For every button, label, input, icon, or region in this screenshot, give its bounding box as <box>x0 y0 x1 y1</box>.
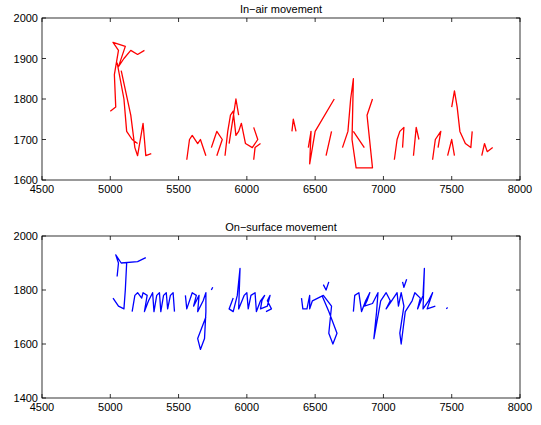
y-tick <box>42 58 520 59</box>
x-tick-label: 6000 <box>235 401 259 413</box>
y-tick <box>42 236 520 237</box>
x-tick <box>315 236 316 398</box>
x-tick-label: 5500 <box>166 401 190 413</box>
x-tick <box>178 236 179 398</box>
data-group <box>113 255 448 350</box>
figure: 4500500055006000650070007500800016001700… <box>0 0 541 425</box>
x-tick-label: 7000 <box>371 401 395 413</box>
x-tick-label: 7500 <box>439 401 463 413</box>
y-tick-label: 1900 <box>14 53 38 65</box>
x-tick <box>315 18 316 180</box>
x-tick-label: 8000 <box>508 401 532 413</box>
x-tick <box>246 236 247 398</box>
y-tick <box>42 99 520 100</box>
x-tick <box>42 236 43 398</box>
y-tick-label: 2000 <box>14 230 38 242</box>
y-tick-label: 1800 <box>14 284 38 296</box>
trajectory <box>110 42 492 168</box>
y-tick-label: 1600 <box>14 174 38 186</box>
x-tick-label: 5500 <box>166 183 190 195</box>
axes-frame <box>42 18 520 180</box>
x-tick <box>520 236 521 398</box>
x-tick <box>178 18 179 180</box>
y-tick-label: 1600 <box>14 338 38 350</box>
y-tick <box>42 398 520 399</box>
y-tick <box>42 180 520 181</box>
x-tick-label: 6500 <box>303 183 327 195</box>
panel: 4500500055006000650070007500800016001700… <box>14 3 533 195</box>
x-tick <box>451 18 452 180</box>
x-tick <box>110 18 111 180</box>
x-tick <box>383 236 384 398</box>
y-tick-label: 1800 <box>14 93 38 105</box>
y-tick <box>42 18 520 19</box>
x-tick <box>451 236 452 398</box>
axes-frame <box>42 236 520 398</box>
y-tick <box>42 290 520 291</box>
y-tick <box>42 344 520 345</box>
y-tick-label: 2000 <box>14 12 38 24</box>
plot-area <box>42 236 520 398</box>
x-tick-label: 6500 <box>303 401 327 413</box>
x-tick-label: 6000 <box>235 183 259 195</box>
x-tick <box>246 18 247 180</box>
x-tick <box>383 18 384 180</box>
plot-area <box>42 18 520 180</box>
title: In−air movement <box>240 3 322 15</box>
data-group <box>110 42 492 168</box>
y-tick-label: 1700 <box>14 134 38 146</box>
y-tick-label: 1400 <box>14 392 38 404</box>
y-tick <box>42 139 520 140</box>
x-tick-label: 7000 <box>371 183 395 195</box>
trajectory <box>113 255 448 350</box>
panel: 4500500055006000650070007500800014001600… <box>14 221 533 413</box>
x-tick-label: 8000 <box>508 183 532 195</box>
title: On−surface movement <box>225 221 337 233</box>
x-tick-label: 7500 <box>439 183 463 195</box>
x-tick <box>110 236 111 398</box>
x-tick-label: 5000 <box>98 401 122 413</box>
x-tick-label: 5000 <box>98 183 122 195</box>
